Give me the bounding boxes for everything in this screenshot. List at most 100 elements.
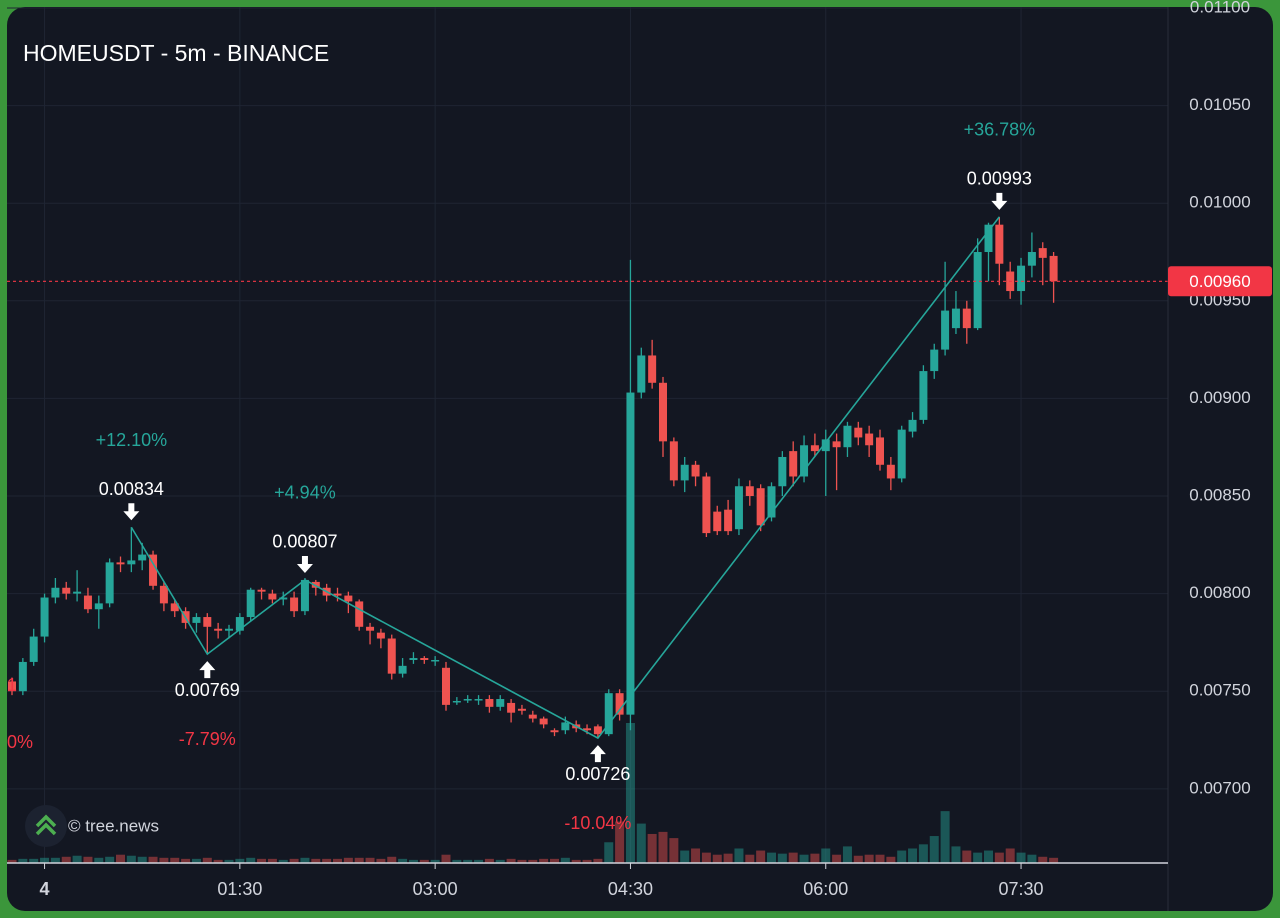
candle-body <box>843 425 852 448</box>
volume-bar <box>257 858 267 863</box>
volume-bar <box>224 859 234 863</box>
volume-bar <box>951 846 961 863</box>
volume-bar <box>973 852 983 863</box>
x-tick-label: 03:00 <box>413 879 458 899</box>
candle-body <box>235 617 244 631</box>
candle-body <box>973 252 982 329</box>
candle-body <box>865 433 874 446</box>
volume-bar <box>213 859 223 863</box>
candle-body <box>73 591 82 594</box>
volume-bar <box>278 859 288 863</box>
volume-bar <box>116 854 125 863</box>
candle-body <box>333 593 342 596</box>
y-tick-label: 0.01000 <box>1189 193 1250 212</box>
volume-bar <box>853 855 863 863</box>
candle-body <box>300 579 309 612</box>
volume-bar <box>658 831 668 863</box>
candle-body <box>1027 252 1036 266</box>
volume-bar <box>181 858 191 863</box>
volume-bar <box>441 854 451 863</box>
clipped-label: 0% <box>7 732 33 752</box>
candle-body <box>778 456 787 487</box>
volume-bar <box>159 857 169 863</box>
volume-bar <box>528 859 538 863</box>
volume-bar <box>832 854 842 863</box>
pivot-price: 0.00807 <box>272 532 337 552</box>
x-tick-label: 07:30 <box>999 879 1044 899</box>
candle-body <box>442 667 450 705</box>
candle-body <box>94 603 103 610</box>
candle-body <box>821 439 830 452</box>
candle-body <box>767 486 776 518</box>
volume-bar <box>517 859 527 863</box>
candle-body <box>409 658 418 660</box>
candle-body <box>930 349 939 372</box>
candle-body <box>463 699 472 701</box>
clipped-label: 1 <box>7 675 17 695</box>
volume-bar <box>734 848 744 863</box>
candle-body <box>376 632 385 639</box>
volume-bar <box>83 856 93 863</box>
volume-bar <box>886 856 896 863</box>
pivot-change: -10.04% <box>564 813 631 833</box>
volume-bar <box>1005 848 1015 863</box>
volume-bar <box>170 857 180 863</box>
volume-bar <box>430 859 440 863</box>
candle-body <box>626 392 635 715</box>
candle-body <box>648 355 657 383</box>
volume-bar <box>354 857 364 863</box>
candle-body <box>214 628 223 631</box>
candle-body <box>810 445 819 452</box>
candle-body <box>279 597 288 600</box>
volume-bar <box>994 852 1004 863</box>
volume-bar <box>191 858 201 863</box>
volume-bar <box>506 858 516 863</box>
volume-bar <box>61 856 71 863</box>
volume-bar <box>636 823 646 863</box>
volume-bar <box>615 821 625 863</box>
volume-bar <box>767 852 776 863</box>
volume-bar <box>669 838 679 863</box>
y-tick-label: 0.01050 <box>1189 95 1250 114</box>
candle-body <box>561 722 570 731</box>
volume-bar <box>235 858 245 863</box>
volume-bar <box>571 859 581 863</box>
candle-body <box>311 581 320 588</box>
x-tick-label: 04:30 <box>608 879 653 899</box>
volume-bar <box>940 811 950 863</box>
candle-body <box>908 419 917 432</box>
candle-body <box>355 601 364 627</box>
candle-body <box>8 681 16 692</box>
pivot-arrow <box>123 503 140 521</box>
candle-body <box>1049 255 1058 282</box>
candle-body <box>474 699 483 701</box>
volume-bar <box>539 858 549 863</box>
volume-bar <box>984 850 993 863</box>
pivot-price: 0.00834 <box>99 479 164 499</box>
volume-bar <box>897 850 907 863</box>
pivot-change: -7.79% <box>179 729 236 749</box>
watermark-icon <box>35 814 57 836</box>
volume-layer <box>7 723 1059 863</box>
pivot-change: +36.78% <box>964 120 1036 140</box>
candle-body <box>268 593 277 600</box>
candle-body <box>192 617 201 623</box>
volume-bar <box>322 858 332 863</box>
volume-bar <box>788 852 798 863</box>
candle-body <box>984 224 993 253</box>
candle-body <box>583 728 592 731</box>
panel <box>7 7 1273 911</box>
volume-bar <box>647 833 657 863</box>
volume-bar <box>18 858 28 863</box>
volume-bar <box>137 856 147 863</box>
y-tick-label: 0.00800 <box>1189 583 1250 602</box>
volume-bar <box>452 859 462 863</box>
volume-bar <box>267 858 277 863</box>
candle-body <box>593 726 602 735</box>
volume-bar <box>712 854 722 863</box>
chart-title: HOMEUSDT - 5m - BINANCE <box>23 40 329 66</box>
volume-bar <box>810 853 820 863</box>
overlay-layer: 0.00834 +12.10% 0.00769 -7.79% 0.00807 +4.94%… <box>7 120 1168 833</box>
x-tick-label: 4 <box>40 879 50 899</box>
candle-body <box>550 730 559 733</box>
